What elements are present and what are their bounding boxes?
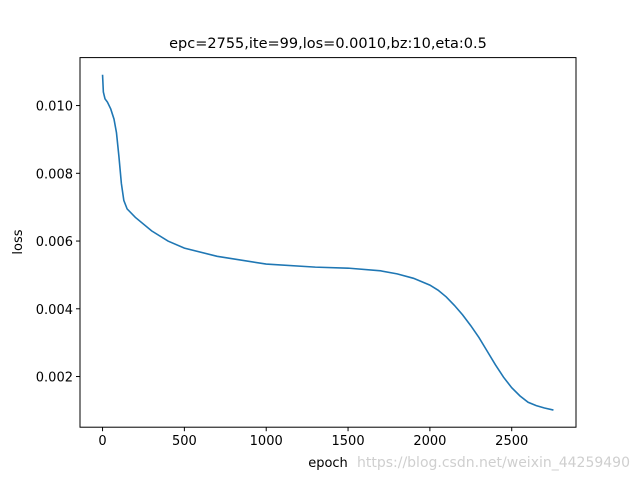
plot-frame xyxy=(79,57,577,428)
watermark: https://blog.csdn.net/weixin_44259490 xyxy=(357,455,630,471)
x-tick-label: 1000 xyxy=(250,434,283,449)
chart-title: epc=2755,ite=99,los=0.0010,bz:10,eta:0.5 xyxy=(169,36,487,52)
x-axis-label: epoch xyxy=(308,456,348,471)
line-series xyxy=(101,74,554,411)
y-axis-label: loss xyxy=(11,229,26,254)
y-tick-label: 0.010 xyxy=(36,100,73,115)
y-tick-label: 0.004 xyxy=(36,303,73,318)
x-tick-label: 2500 xyxy=(495,434,528,449)
x-tick-label: 2000 xyxy=(413,434,446,449)
x-tick-label: 0 xyxy=(98,434,106,449)
y-tick-label: 0.002 xyxy=(36,371,73,386)
x-tick-label: 1500 xyxy=(332,434,365,449)
y-tick-label: 0.008 xyxy=(36,167,73,182)
y-tick-label: 0.006 xyxy=(36,235,73,250)
x-tick-label: 500 xyxy=(172,434,197,449)
